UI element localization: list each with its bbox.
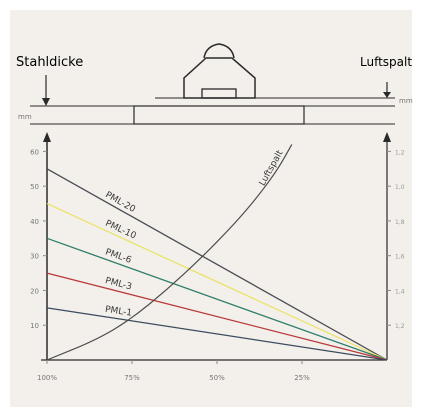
series-line (46, 168, 388, 361)
y-tick-label: 20 (30, 287, 39, 295)
x-tick-label: 75% (124, 374, 140, 382)
y-tick-label: 50 (30, 183, 39, 191)
luftspalt-label: Luftspalt (360, 55, 412, 69)
x-tick-label: 25% (294, 374, 310, 382)
luftspalt-arrowhead (383, 92, 391, 98)
y-tick-label: 10 (30, 322, 39, 330)
y-tick-label: 30 (30, 253, 39, 261)
right-tick-label: 1,8 (395, 219, 405, 226)
right-tick-label: 1,2 (395, 149, 405, 156)
series-line (46, 237, 388, 361)
magnet-illustration: Stahldicke Luftspalt mm mm (16, 43, 413, 125)
x-tick-label: 50% (209, 374, 225, 382)
y-axis-right-arrow (383, 132, 391, 142)
right-tick-label: 1,4 (395, 288, 405, 295)
unit-right: mm (399, 97, 413, 105)
y-axis-left-arrow (43, 132, 51, 142)
y-tick-label: 60 (30, 148, 39, 156)
chart-ticks: 10 20 30 40 50 60 1,2 1,4 1,6 1,8 1,0 1,2 100% 75% 50%… (30, 148, 405, 382)
stahldicke-arrowhead (42, 98, 50, 106)
series-line (46, 307, 388, 361)
right-tick-label: 1,6 (395, 254, 405, 261)
chart-series (46, 144, 388, 361)
series-line (46, 202, 388, 361)
right-tick-label: 1,2 (395, 323, 405, 330)
stahldicke-label: Stahldicke (16, 55, 83, 70)
right-tick-label: 1,0 (395, 184, 405, 191)
luftspalt-curve (46, 144, 293, 361)
magnet-dome (203, 43, 235, 59)
steel-plate (133, 105, 305, 125)
series-line (46, 272, 388, 361)
x-tick-label: 100% (37, 374, 57, 382)
chart-axes (41, 132, 391, 361)
series-label: PML-1 (104, 305, 132, 319)
unit-left: mm (18, 113, 32, 121)
y-tick-label: 40 (30, 218, 39, 226)
